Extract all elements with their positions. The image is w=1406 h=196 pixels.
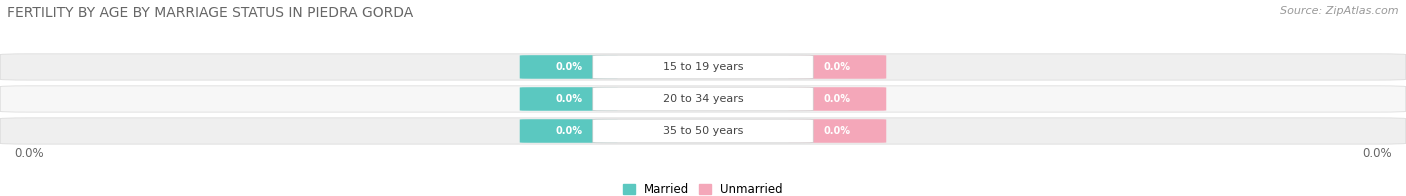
FancyBboxPatch shape — [789, 87, 886, 111]
FancyBboxPatch shape — [593, 119, 813, 143]
Text: 0.0%: 0.0% — [14, 147, 44, 160]
FancyBboxPatch shape — [0, 118, 1406, 144]
Text: 0.0%: 0.0% — [824, 126, 851, 136]
Text: 0.0%: 0.0% — [555, 94, 582, 104]
Text: Source: ZipAtlas.com: Source: ZipAtlas.com — [1281, 6, 1399, 16]
Text: FERTILITY BY AGE BY MARRIAGE STATUS IN PIEDRA GORDA: FERTILITY BY AGE BY MARRIAGE STATUS IN P… — [7, 6, 413, 20]
FancyBboxPatch shape — [789, 119, 886, 143]
Text: 0.0%: 0.0% — [1362, 147, 1392, 160]
FancyBboxPatch shape — [0, 54, 1406, 80]
Text: 35 to 50 years: 35 to 50 years — [662, 126, 744, 136]
FancyBboxPatch shape — [520, 119, 617, 143]
Text: 0.0%: 0.0% — [555, 126, 582, 136]
Text: 0.0%: 0.0% — [555, 62, 582, 72]
Text: 20 to 34 years: 20 to 34 years — [662, 94, 744, 104]
FancyBboxPatch shape — [593, 87, 813, 111]
FancyBboxPatch shape — [593, 55, 813, 79]
FancyBboxPatch shape — [789, 55, 886, 79]
FancyBboxPatch shape — [0, 86, 1406, 112]
FancyBboxPatch shape — [520, 87, 617, 111]
Text: 0.0%: 0.0% — [824, 94, 851, 104]
Text: 15 to 19 years: 15 to 19 years — [662, 62, 744, 72]
Text: 0.0%: 0.0% — [824, 62, 851, 72]
Legend: Married, Unmarried: Married, Unmarried — [619, 178, 787, 196]
FancyBboxPatch shape — [520, 55, 617, 79]
